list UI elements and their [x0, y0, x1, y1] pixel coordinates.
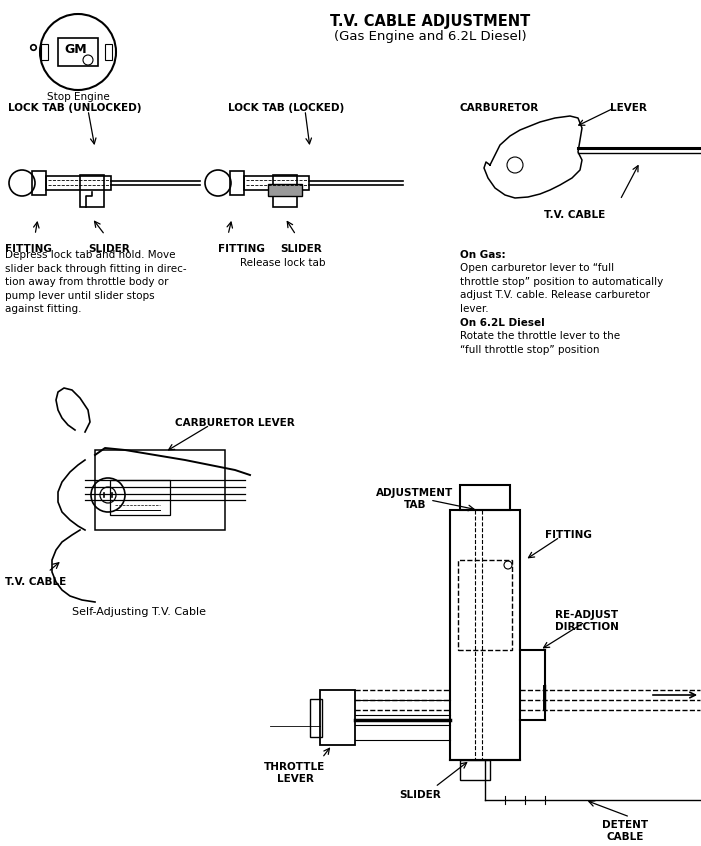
- Bar: [230, 171, 244, 195]
- Bar: [110, 480, 170, 515]
- Text: T.V. CABLE ADJUSTMENT: T.V. CABLE ADJUSTMENT: [330, 14, 530, 29]
- Text: Release lock tab: Release lock tab: [240, 258, 325, 268]
- Bar: [460, 760, 490, 780]
- Text: On 6.2L Diesel: On 6.2L Diesel: [460, 318, 545, 328]
- Text: T.V. CABLE: T.V. CABLE: [5, 577, 67, 587]
- Bar: [273, 175, 297, 207]
- Text: LEVER: LEVER: [610, 103, 647, 113]
- Text: Stop Engine: Stop Engine: [47, 92, 109, 102]
- Text: FITTING: FITTING: [5, 244, 52, 254]
- Text: Rotate the throttle lever to the
“full throttle stop” position: Rotate the throttle lever to the “full t…: [460, 331, 620, 354]
- Bar: [320, 690, 355, 745]
- Text: RE-ADJUST
DIRECTION: RE-ADJUST DIRECTION: [555, 610, 619, 632]
- Text: T.V. CABLE: T.V. CABLE: [545, 210, 606, 220]
- Text: On Gas:: On Gas:: [460, 250, 505, 260]
- Text: THROTTLE
LEVER: THROTTLE LEVER: [264, 762, 326, 783]
- Text: SLIDER: SLIDER: [280, 244, 322, 254]
- Bar: [244, 176, 309, 190]
- Bar: [460, 485, 510, 510]
- Bar: [58, 38, 98, 66]
- Text: CARBURETOR: CARBURETOR: [460, 103, 539, 113]
- Text: (Gas Engine and 6.2L Diesel): (Gas Engine and 6.2L Diesel): [334, 30, 526, 43]
- Text: Open carburetor lever to “full
throttle stop” position to automatically
adjust T: Open carburetor lever to “full throttle …: [460, 263, 663, 314]
- Bar: [450, 510, 520, 760]
- Text: DETENT
CABLE: DETENT CABLE: [602, 820, 648, 842]
- Text: ADJUSTMENT
TAB: ADJUSTMENT TAB: [376, 488, 454, 509]
- Bar: [105, 44, 112, 60]
- Bar: [310, 699, 322, 737]
- Bar: [80, 175, 104, 207]
- Bar: [458, 560, 512, 650]
- Bar: [32, 171, 46, 195]
- Bar: [95, 450, 225, 530]
- Text: SLIDER: SLIDER: [88, 244, 130, 254]
- Text: FITTING: FITTING: [218, 244, 265, 254]
- Text: LOCK TAB (LOCKED): LOCK TAB (LOCKED): [228, 103, 344, 113]
- Bar: [41, 44, 48, 60]
- Bar: [268, 184, 302, 196]
- Text: LOCK TAB (UNLOCKED): LOCK TAB (UNLOCKED): [8, 103, 142, 113]
- Text: Self-Adjusting T.V. Cable: Self-Adjusting T.V. Cable: [72, 607, 206, 617]
- Text: SLIDER: SLIDER: [399, 790, 441, 800]
- Text: Depress lock tab and hold. Move
slider back through fitting in direc-
tion away : Depress lock tab and hold. Move slider b…: [5, 250, 186, 315]
- Bar: [46, 176, 111, 190]
- Text: FITTING: FITTING: [545, 530, 592, 540]
- Text: GM: GM: [64, 42, 88, 56]
- Text: CARBURETOR LEVER: CARBURETOR LEVER: [175, 418, 294, 428]
